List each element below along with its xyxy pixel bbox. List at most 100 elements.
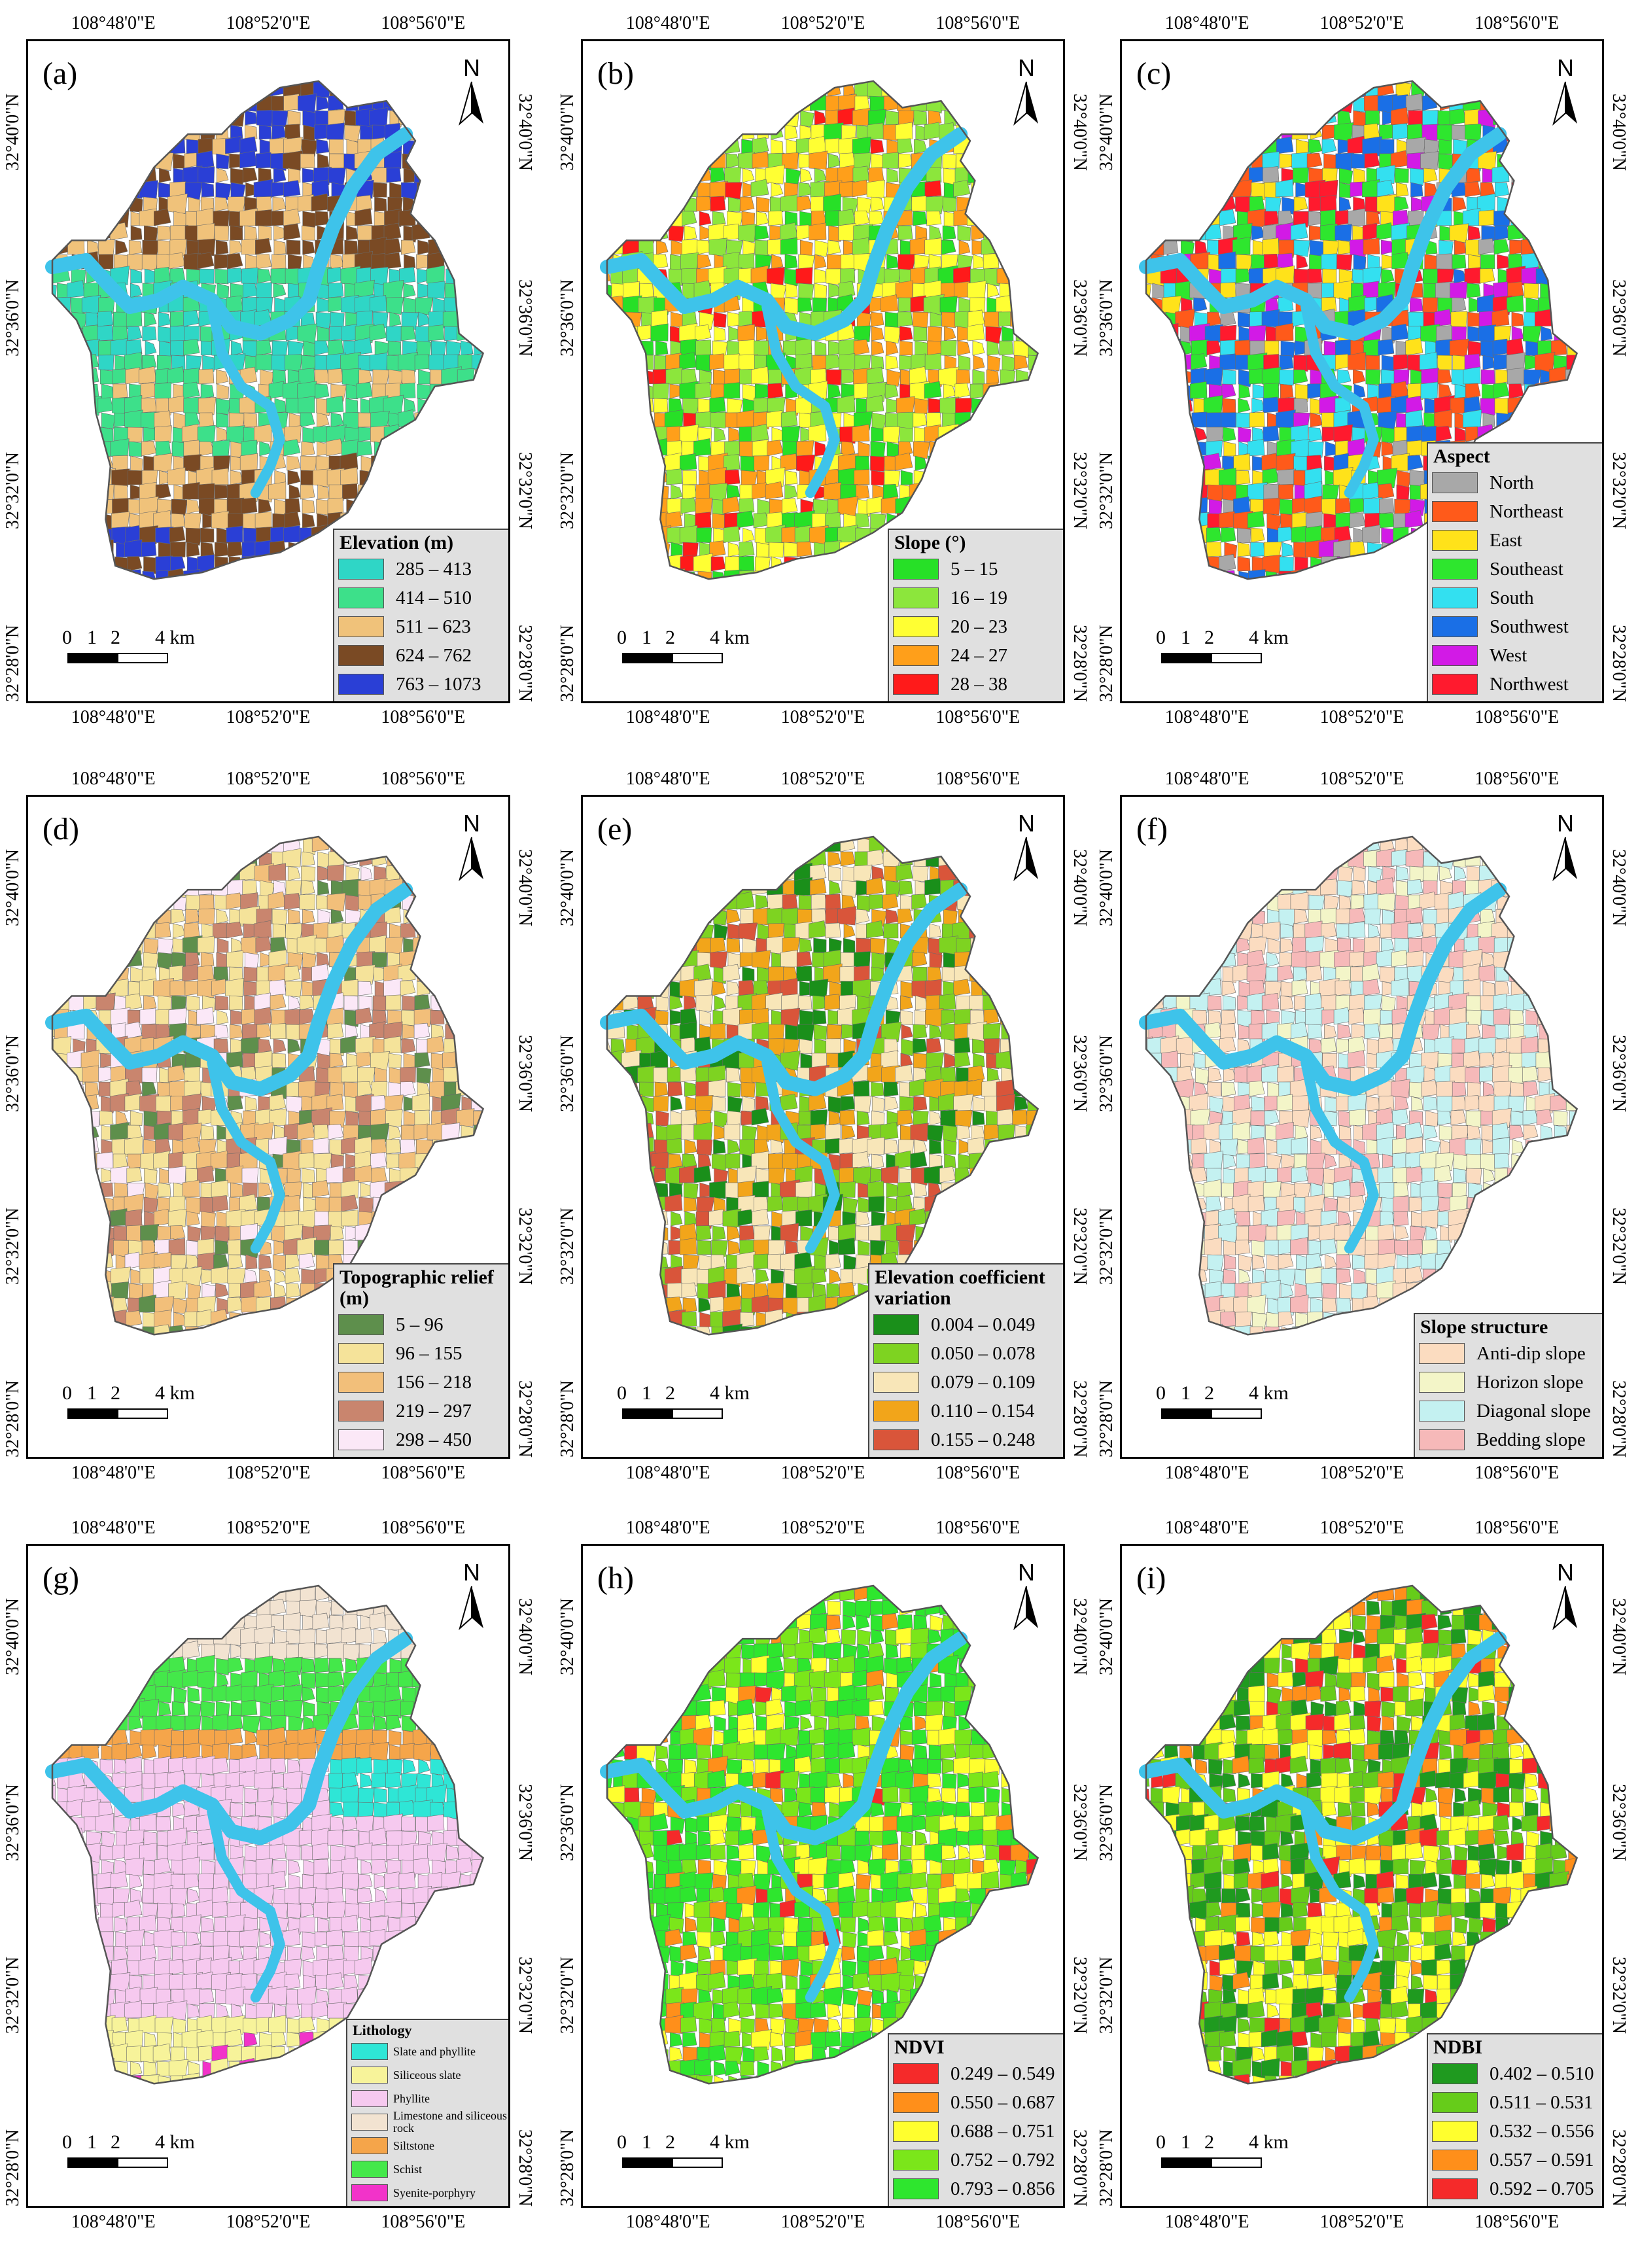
longitude-label: 108°48'0"E <box>71 769 156 789</box>
scale-tick-label: 2 <box>111 2131 120 2153</box>
scale-tick-label: 2 <box>111 627 120 648</box>
north-arrow-icon: N <box>1007 1560 1046 1631</box>
north-arrow-icon: N <box>452 1560 491 1631</box>
legend-label: 0.249 – 0.549 <box>951 2063 1055 2084</box>
scale-tick-label: 2 <box>665 1382 675 1404</box>
legend-swatch <box>338 559 384 580</box>
map-frame: (d) N 0 1 2 4 km Topographic relief (m) 5 – 96 9… <box>26 795 510 1459</box>
legend-label: 414 – 510 <box>396 587 472 608</box>
legend-swatch <box>893 559 939 580</box>
legend-item: Diagonal slope <box>1415 1397 1602 1425</box>
legend-item: 96 – 155 <box>334 1339 508 1368</box>
legend-swatch <box>1419 1372 1465 1393</box>
legend-title: NDBI <box>1433 2036 1483 2058</box>
legend-item: West <box>1428 641 1602 670</box>
study-area-boundary <box>1145 80 1579 580</box>
legend-label: 298 – 450 <box>396 1429 472 1450</box>
legend-label: 0.752 – 0.792 <box>951 2149 1055 2171</box>
panel-label: (f) <box>1136 812 1168 846</box>
scale-tick-label: 4 km <box>710 1382 750 1404</box>
legend-label: Slate and phyllite <box>393 2044 476 2058</box>
latitude-label: 32°40'0"N <box>515 1598 535 1676</box>
legend-swatch <box>1432 2150 1478 2171</box>
legend-swatch <box>893 645 939 666</box>
map-frame: (a) N 0 1 2 4 km Elevation (m) 285 – 413 414 – 5… <box>26 39 510 703</box>
north-label: N <box>463 1559 480 1586</box>
longitude-label: 108°48'0"E <box>71 1463 156 1483</box>
map-frame: (e) N 0 1 2 4 km Elevation coefficient variati… <box>581 795 1065 1459</box>
legend-item: Southeast <box>1428 555 1602 584</box>
longitude-label: 108°48'0"E <box>625 1463 710 1483</box>
latitude-label: 32°40'0"N <box>1609 94 1629 171</box>
latitude-label: 32°32'0"N <box>3 1208 23 1285</box>
legend: Topographic relief (m) 5 – 96 96 – 155 156 … <box>333 1263 508 1457</box>
legend-swatch <box>873 1372 919 1393</box>
legend-label: Schist <box>393 2162 423 2176</box>
longitude-label: 108°56'0"E <box>1474 1463 1560 1483</box>
legend: Aspect North Northeast East Southeast South So… <box>1427 442 1602 701</box>
legend-item: 5 – 96 <box>334 1310 508 1339</box>
legend-swatch <box>1432 616 1478 637</box>
longitude-label: 108°48'0"E <box>625 769 710 789</box>
panel-label: (h) <box>597 1561 634 1596</box>
legend-item: 20 – 23 <box>889 612 1063 641</box>
latitude-label: 32°40'0"N <box>1096 94 1117 171</box>
river <box>1139 127 1507 341</box>
legend-swatch <box>338 1343 384 1364</box>
latitude-label: 32°32'0"N <box>1096 1957 1117 2034</box>
longitude-label: 108°52'0"E <box>1319 1518 1404 1538</box>
legend-swatch <box>1432 501 1478 522</box>
legend: Slope structure Anti-dip slope Horizon slo… <box>1414 1313 1602 1457</box>
scale-tick-label: 2 <box>665 627 675 648</box>
legend-swatch <box>338 1401 384 1422</box>
legend-item: Phyllite <box>347 2087 508 2110</box>
longitude-label: 108°56'0"E <box>935 769 1021 789</box>
river <box>45 1631 413 1845</box>
longitude-label: 108°48'0"E <box>71 1518 156 1538</box>
legend-label: 0.557 – 0.591 <box>1490 2149 1594 2171</box>
longitude-label: 108°56'0"E <box>935 2212 1021 2232</box>
legend: Lithology Slate and phyllite Siliceous sla… <box>346 2019 508 2206</box>
scale-tick-label: 2 <box>1204 1382 1214 1404</box>
scale-bar-segment <box>67 653 118 663</box>
scale-bar-segment <box>672 1408 723 1419</box>
legend-label: Diagonal slope <box>1476 1400 1591 1422</box>
scale-tick-label: 0 <box>62 2131 72 2153</box>
legend-swatch <box>1432 645 1478 666</box>
legend-label: 763 – 1073 <box>396 673 481 695</box>
longitude-label: 108°48'0"E <box>71 13 156 33</box>
longitude-label: 108°56'0"E <box>381 13 466 33</box>
river <box>600 1631 968 1845</box>
legend-swatch <box>893 674 939 695</box>
legend-swatch <box>893 2092 939 2113</box>
latitude-label: 32°36'0"N <box>1609 1035 1629 1113</box>
river-branch <box>207 1806 285 2003</box>
latitude-label: 32°40'0"N <box>1096 849 1117 927</box>
choropleth-map <box>45 835 485 1336</box>
legend-label: 511 – 623 <box>396 616 471 637</box>
legend-title: Aspect <box>1433 445 1490 467</box>
legend-label: Bedding slope <box>1476 1429 1586 1450</box>
legend-label: Phyllite <box>393 2091 430 2105</box>
river <box>600 882 968 1096</box>
latitude-label: 32°36'0"N <box>3 1035 23 1113</box>
panel-label: (e) <box>597 812 633 846</box>
longitude-label: 108°56'0"E <box>381 1463 466 1483</box>
legend-swatch <box>893 2121 939 2142</box>
north-label: N <box>1018 1559 1035 1586</box>
longitude-label: 108°48'0"E <box>625 2212 710 2232</box>
longitude-label: 108°52'0"E <box>226 13 311 33</box>
legend-item: Bedding slope <box>1415 1425 1602 1454</box>
legend-swatch <box>1432 2063 1478 2084</box>
scale-tick-label: 0 <box>1156 627 1166 648</box>
panel-label: (c) <box>1136 56 1172 91</box>
legend-item: Slate and phyllite <box>347 2040 508 2063</box>
legend-item: South <box>1428 584 1602 612</box>
legend-swatch <box>1432 559 1478 580</box>
study-area-boundary <box>1145 1584 1579 2085</box>
legend-swatch <box>338 1314 384 1335</box>
legend-item: 285 – 413 <box>334 555 508 584</box>
legend-label: 0.050 – 0.078 <box>931 1342 1036 1364</box>
legend-swatch <box>893 2178 939 2199</box>
scale-tick-label: 1 <box>1181 627 1191 648</box>
